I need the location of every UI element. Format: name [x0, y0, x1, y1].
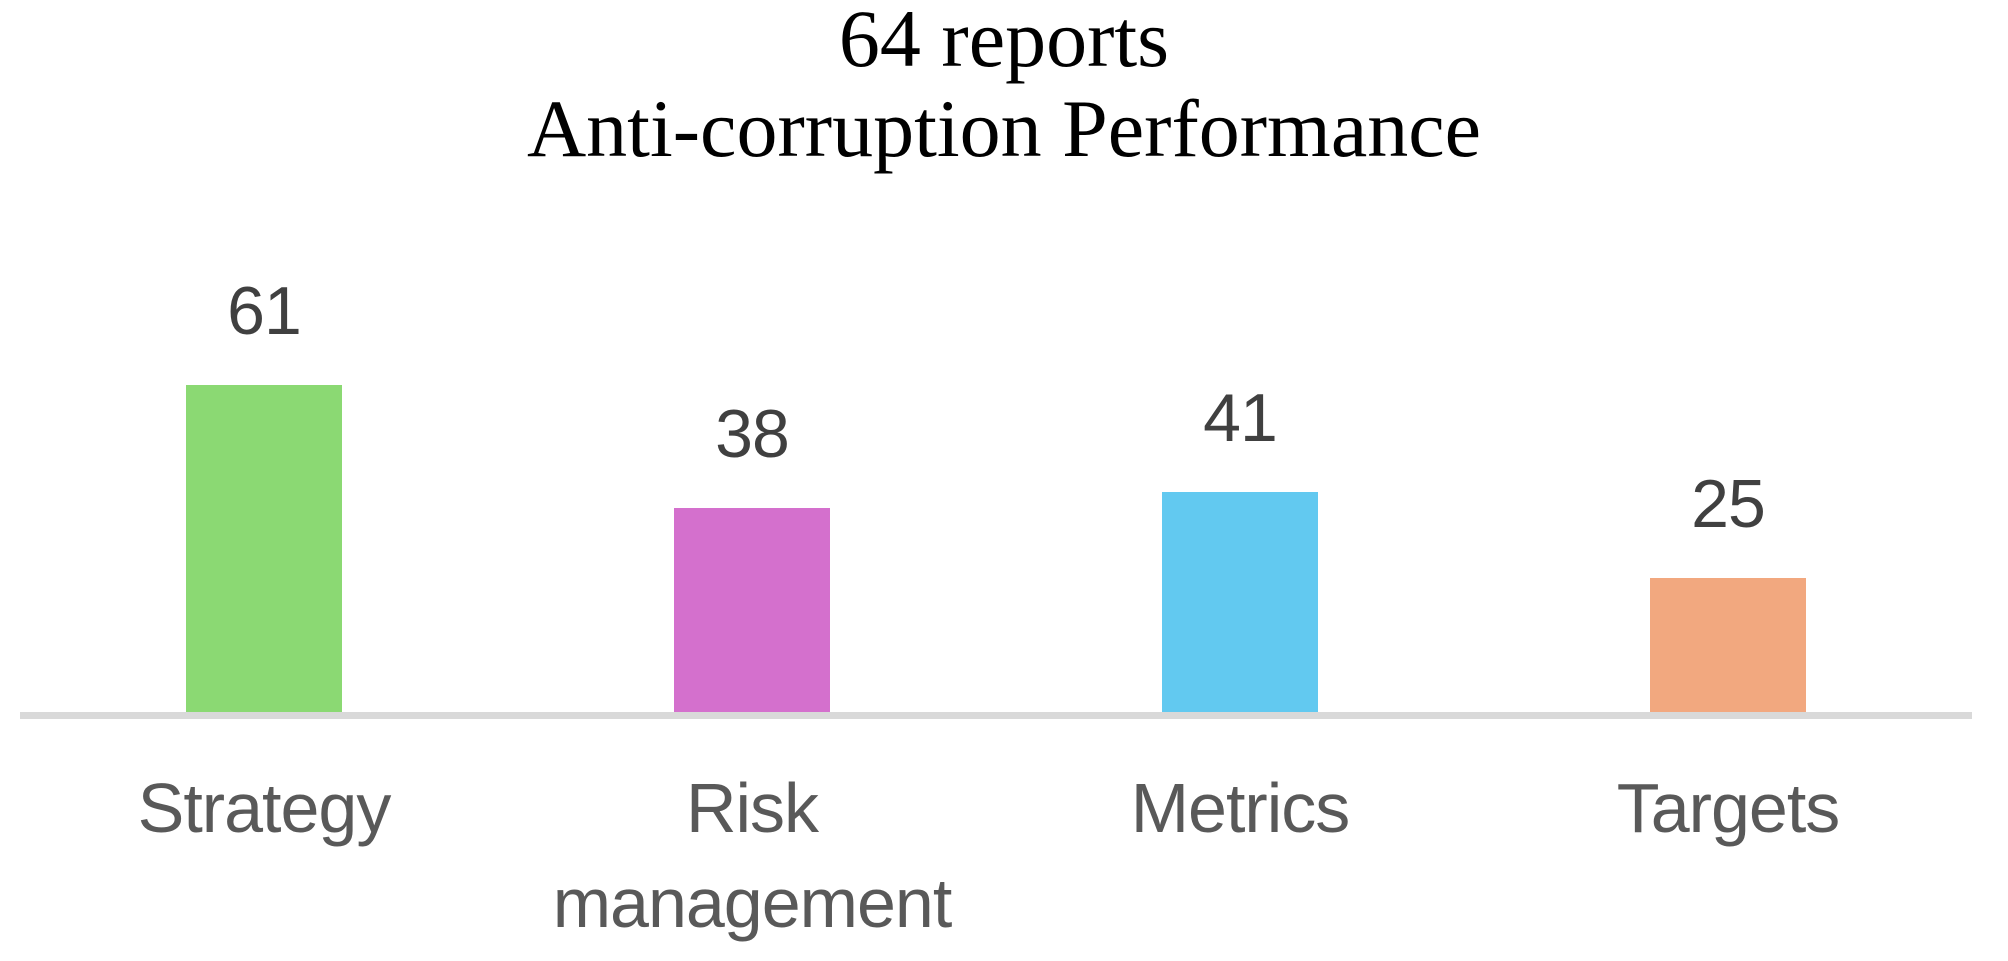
- bar-strategy: [186, 385, 342, 712]
- bar-targets: [1650, 578, 1806, 712]
- category-labels-row: Strategy Risk management Metrics Targets: [20, 761, 1972, 951]
- x-axis-baseline: [20, 712, 1972, 719]
- bar-slot-metrics: 41: [996, 384, 1484, 712]
- chart-title: 64 reports Anti-corruption Performance: [0, 0, 2008, 174]
- category-label-metrics: Metrics: [1130, 769, 1351, 847]
- bar-slot-strategy: 61: [20, 277, 508, 712]
- category-label-strategy: Strategy: [137, 769, 392, 847]
- chart-title-line-1: 64 reports: [838, 0, 1170, 84]
- bar-metrics: [1162, 492, 1318, 712]
- category-label-risk-management: Risk management: [552, 769, 953, 942]
- bar-slot-targets: 25: [1484, 470, 1972, 712]
- bar-value-label-strategy: 61: [227, 273, 302, 349]
- category-label-targets: Targets: [1616, 769, 1841, 847]
- bar-value-label-risk-management: 38: [715, 396, 790, 472]
- bar-value-label-metrics: 41: [1203, 380, 1278, 456]
- bar-risk-management: [674, 508, 830, 712]
- chart-title-line-2: Anti-corruption Performance: [526, 83, 1482, 174]
- plot-area: 61 38 41 25 Strategy Risk management Metrics T…: [20, 0, 1972, 961]
- bars-row: 61 38 41 25: [20, 0, 1972, 712]
- bar-value-label-targets: 25: [1691, 466, 1766, 542]
- bar-slot-risk-management: 38: [508, 400, 996, 712]
